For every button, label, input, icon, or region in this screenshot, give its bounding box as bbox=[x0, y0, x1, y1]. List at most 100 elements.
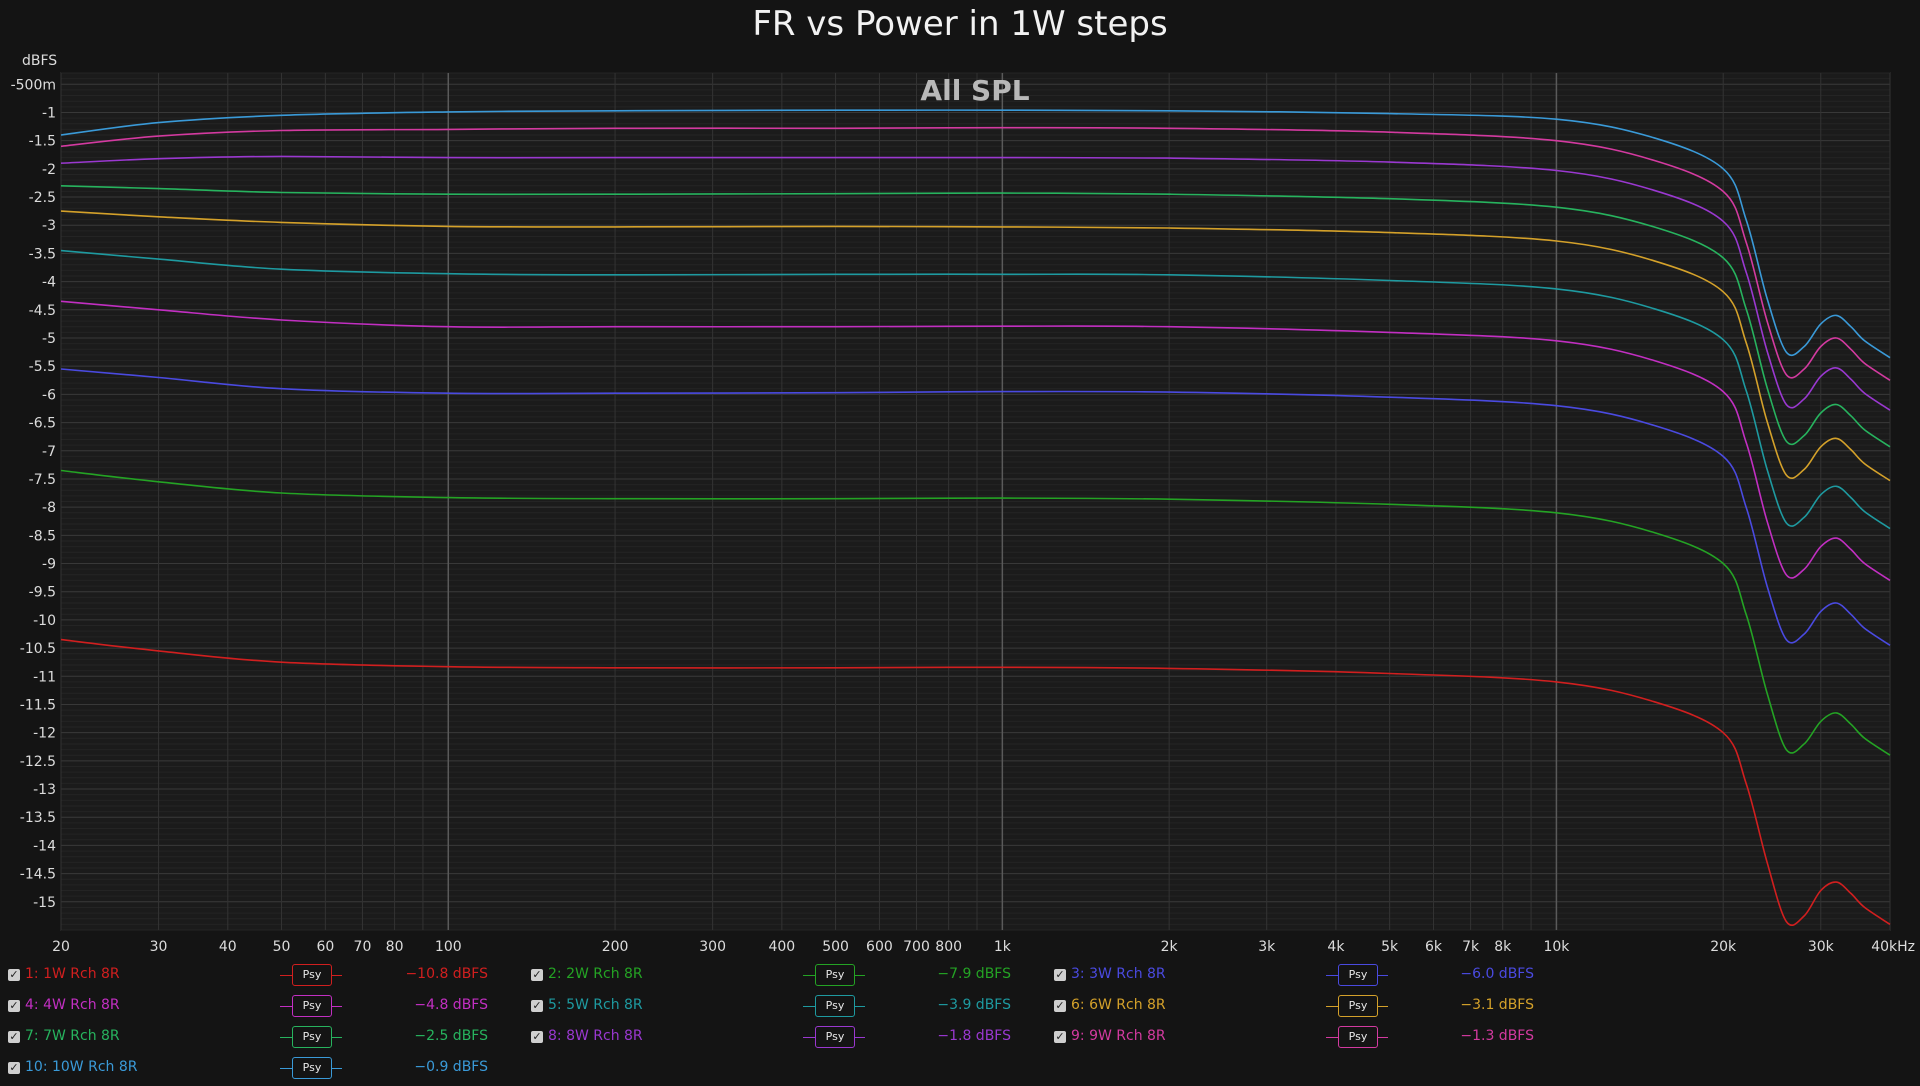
x-tick-label: 200 bbox=[602, 939, 629, 955]
y-tick-label: -6 bbox=[42, 387, 56, 403]
y-tick-label: -14 bbox=[33, 838, 56, 854]
x-tick-label: 80 bbox=[386, 939, 404, 955]
y-tick-label: -5 bbox=[42, 331, 56, 347]
series-line bbox=[60, 185, 1891, 448]
x-tick-label: 700 bbox=[903, 939, 930, 955]
y-tick-label: -5.5 bbox=[29, 359, 56, 375]
checkbox-icon[interactable]: ✓ bbox=[1054, 999, 1066, 1012]
legend-label: 6: 6W Rch 8R bbox=[1071, 997, 1166, 1013]
legend-item[interactable]: ✓ 5: 5W Rch 8R Psy −3.9 dBFS bbox=[531, 994, 1031, 1020]
series-line bbox=[60, 368, 1891, 646]
checkbox-icon[interactable]: ✓ bbox=[8, 999, 20, 1012]
x-tick-label: 600 bbox=[866, 939, 893, 955]
series-line bbox=[60, 469, 1891, 756]
psy-button[interactable]: Psy bbox=[1338, 964, 1378, 986]
legend-label: 5: 5W Rch 8R bbox=[548, 997, 643, 1013]
legend-label: 9: 9W Rch 8R bbox=[1071, 1028, 1166, 1044]
legend-item[interactable]: ✓ 7: 7W Rch 8R Psy −2.5 dBFS bbox=[8, 1025, 508, 1051]
x-tick-label: 5k bbox=[1381, 939, 1399, 955]
x-tick-label: 4k bbox=[1327, 939, 1345, 955]
y-tick-label: -3.5 bbox=[29, 246, 56, 262]
x-tick-label: 50 bbox=[273, 939, 291, 955]
legend-value: −3.1 dBFS bbox=[1460, 997, 1534, 1013]
psy-button[interactable]: Psy bbox=[292, 1026, 332, 1048]
y-axis-label: dBFS bbox=[22, 53, 57, 69]
psy-button[interactable]: Psy bbox=[815, 995, 855, 1017]
legend-label: 2: 2W Rch 8R bbox=[548, 966, 643, 982]
x-tick-label: 2k bbox=[1161, 939, 1179, 955]
x-tick-label: 40kHz bbox=[1871, 939, 1915, 955]
psy-button[interactable]: Psy bbox=[292, 1057, 332, 1079]
y-tick-label: -9.5 bbox=[29, 585, 56, 601]
series-line bbox=[60, 126, 1891, 381]
y-tick-label: -11.5 bbox=[20, 697, 56, 713]
legend-label: 4: 4W Rch 8R bbox=[25, 997, 120, 1013]
y-tick-label: -1.5 bbox=[29, 134, 56, 150]
psy-button[interactable]: Psy bbox=[292, 964, 332, 986]
legend-item[interactable]: ✓ 6: 6W Rch 8R Psy −3.1 dBFS bbox=[1054, 994, 1554, 1020]
x-tick-label: 7k bbox=[1462, 939, 1480, 955]
x-tick-label: 10k bbox=[1543, 939, 1570, 955]
checkbox-icon[interactable]: ✓ bbox=[8, 1030, 20, 1043]
y-tick-label: -10 bbox=[33, 613, 56, 629]
series-line bbox=[60, 300, 1891, 582]
y-tick-label: -7.5 bbox=[29, 472, 56, 488]
checkbox-icon[interactable]: ✓ bbox=[531, 999, 543, 1012]
legend-item[interactable]: ✓ 3: 3W Rch 8R Psy −6.0 dBFS bbox=[1054, 963, 1554, 989]
y-tick-label: -500m bbox=[11, 77, 56, 93]
legend-item[interactable]: ✓ 8: 8W Rch 8R Psy −1.8 dBFS bbox=[531, 1025, 1031, 1051]
x-tick-label: 70 bbox=[354, 939, 372, 955]
y-tick-label: -10.5 bbox=[20, 641, 56, 657]
y-tick-label: -8 bbox=[42, 500, 56, 516]
checkbox-icon[interactable]: ✓ bbox=[8, 1061, 20, 1074]
y-tick-label: -1 bbox=[42, 105, 56, 121]
legend-value: −3.9 dBFS bbox=[937, 997, 1011, 1013]
legend-label: 1: 1W Rch 8R bbox=[25, 966, 120, 982]
y-tick-label: -14.5 bbox=[20, 867, 56, 883]
x-tick-label: 1k bbox=[994, 939, 1012, 955]
legend-item[interactable]: ✓ 2: 2W Rch 8R Psy −7.9 dBFS bbox=[531, 963, 1031, 989]
legend-value: −4.8 dBFS bbox=[414, 997, 488, 1013]
psy-button[interactable]: Psy bbox=[815, 1026, 855, 1048]
x-tick-label: 6k bbox=[1425, 939, 1443, 955]
checkbox-icon[interactable]: ✓ bbox=[531, 1030, 543, 1043]
series-line bbox=[60, 210, 1891, 482]
checkbox-icon[interactable]: ✓ bbox=[1054, 968, 1066, 981]
legend-item[interactable]: ✓ 10: 10W Rch 8R Psy −0.9 dBFS bbox=[8, 1056, 508, 1082]
legend-value: −7.9 dBFS bbox=[937, 966, 1011, 982]
y-axis-ticks: -500m -1 -1.5 -2 -2.5 -3 -3.5 -4 -4.5 -5 -5.5 -6 -6.… bbox=[11, 77, 57, 911]
legend-item[interactable]: ✓ 1: 1W Rch 8R Psy −10.8 dBFS bbox=[8, 963, 508, 989]
series-line bbox=[60, 638, 1891, 926]
legend-label: 7: 7W Rch 8R bbox=[25, 1028, 120, 1044]
legend: ✓ 1: 1W Rch 8R Psy −10.8 dBFS ✓ 2: 2W Rch 8R P… bbox=[0, 960, 1920, 1086]
x-tick-label: 20 bbox=[52, 939, 70, 955]
psy-button[interactable]: Psy bbox=[1338, 1026, 1378, 1048]
legend-value: −0.9 dBFS bbox=[414, 1059, 488, 1075]
y-tick-label: -2.5 bbox=[29, 190, 56, 206]
y-tick-label: -13 bbox=[33, 782, 56, 798]
frequency-response-chart: -500m -1 -1.5 -2 -2.5 -3 -3.5 -4 -4.5 -5 -5.5 -6 -6.… bbox=[11, 53, 1915, 955]
psy-button[interactable]: Psy bbox=[815, 964, 855, 986]
checkbox-icon[interactable]: ✓ bbox=[1054, 1030, 1066, 1043]
legend-item[interactable]: ✓ 4: 4W Rch 8R Psy −4.8 dBFS bbox=[8, 994, 508, 1020]
series-line bbox=[60, 109, 1891, 359]
y-tick-label: -11 bbox=[33, 669, 56, 685]
y-tick-label: -2 bbox=[42, 162, 56, 178]
x-tick-label: 500 bbox=[822, 939, 849, 955]
legend-value: −1.8 dBFS bbox=[937, 1028, 1011, 1044]
x-tick-label: 60 bbox=[316, 939, 334, 955]
series-line bbox=[60, 249, 1891, 530]
psy-button[interactable]: Psy bbox=[1338, 995, 1378, 1017]
x-tick-label: 8k bbox=[1494, 939, 1512, 955]
y-tick-label: -6.5 bbox=[29, 416, 56, 432]
psy-button[interactable]: Psy bbox=[292, 995, 332, 1017]
checkbox-icon[interactable]: ✓ bbox=[8, 968, 20, 981]
series-lines bbox=[60, 109, 1891, 926]
checkbox-icon[interactable]: ✓ bbox=[531, 968, 543, 981]
x-tick-label: 30 bbox=[150, 939, 168, 955]
x-tick-label: 20k bbox=[1710, 939, 1737, 955]
y-tick-label: -7 bbox=[42, 444, 56, 460]
x-axis-ticks: 20 30 40 50 60 70 80 100 200 300 400 500 600 700 800 1k… bbox=[52, 939, 1915, 955]
legend-item[interactable]: ✓ 9: 9W Rch 8R Psy −1.3 dBFS bbox=[1054, 1025, 1554, 1051]
y-tick-label: -4 bbox=[42, 275, 56, 291]
